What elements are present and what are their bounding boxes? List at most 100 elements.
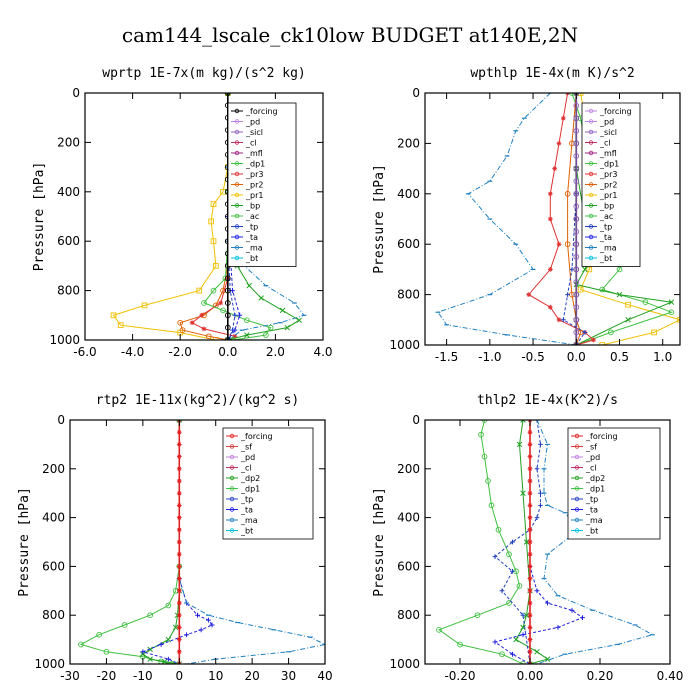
- legend-entry-pd: _pd: [231, 118, 260, 127]
- data-point: [210, 287, 217, 294]
- data-point: [206, 617, 211, 623]
- series-forcing: [176, 420, 182, 664]
- legend-entry-tp: _tp: [585, 223, 612, 232]
- data-point: [158, 642, 164, 647]
- legend-marker: [588, 119, 594, 124]
- data-point: [510, 539, 515, 545]
- y-tick-label: 600: [42, 559, 65, 573]
- x-tick-label: -1.0: [478, 350, 501, 364]
- data-point: [526, 292, 532, 297]
- legend-entry-bt: _bt: [571, 527, 598, 536]
- legend-marker: [588, 171, 594, 177]
- data-point: [474, 612, 481, 619]
- data-point: [230, 288, 235, 293]
- y-axis-label: Pressure [hPa]: [372, 487, 387, 597]
- legend-box: [222, 427, 314, 540]
- legend-entry-tp: _tp: [571, 495, 598, 504]
- legend-label: _ta: [599, 233, 612, 242]
- data-point: [573, 165, 580, 172]
- legend-entry-ta: _ta: [571, 506, 598, 515]
- legend-entry-ac: _ac: [585, 212, 613, 221]
- x-tick-label: 10: [208, 669, 223, 683]
- y-tick-label: 800: [397, 608, 420, 622]
- legend-marker: [588, 129, 594, 135]
- y-tick-label: 0: [57, 413, 65, 427]
- legend-label: _ac: [599, 212, 613, 221]
- data-point: [176, 503, 182, 508]
- data-point: [267, 324, 274, 331]
- legend-entry-bt: _bt: [585, 254, 612, 263]
- data-point: [141, 302, 148, 309]
- data-point: [569, 607, 575, 613]
- series-line: [437, 93, 577, 345]
- legend-label: _sf: [240, 443, 252, 452]
- y-tick-label: 1000: [389, 657, 420, 671]
- legend-marker: [588, 255, 594, 261]
- legend-label: _bt: [240, 527, 253, 536]
- data-point: [176, 429, 182, 435]
- legend-entry-forcing: _forcing: [226, 432, 273, 441]
- data-point: [523, 539, 530, 545]
- data-point: [244, 332, 250, 338]
- data-point: [527, 466, 533, 472]
- y-tick-label: 1000: [49, 333, 80, 347]
- legend-marker: [229, 486, 235, 491]
- data-point: [485, 478, 491, 484]
- data-point: [573, 279, 580, 285]
- data-point: [527, 564, 533, 569]
- series-tp: [492, 420, 543, 664]
- data-point: [121, 622, 128, 628]
- legend-label: _pd: [599, 118, 614, 127]
- legend-entry-sicl: _sicl: [231, 128, 263, 137]
- y-axis-label: Pressure [hPa]: [17, 487, 32, 597]
- legend-marker: [588, 213, 594, 219]
- data-point: [527, 478, 533, 484]
- data-point: [189, 320, 195, 326]
- legend-entry-dp1: _dp1: [585, 160, 619, 169]
- x-tick-label: 30: [281, 669, 296, 683]
- data-point: [599, 342, 606, 345]
- data-point: [176, 600, 182, 606]
- data-point: [224, 324, 231, 331]
- panel-1: wprtp 1E-7x(m kg)/(s^2 kg) Pressure [hPa]…: [32, 66, 333, 359]
- data-point: [176, 564, 182, 569]
- legend-marker: [229, 433, 235, 439]
- data-point: [232, 327, 238, 333]
- legend-marker: [574, 475, 580, 481]
- legend-entry-dp2: _dp2: [571, 474, 605, 483]
- data-point: [224, 300, 231, 306]
- legend-label: _pr2: [245, 181, 263, 190]
- data-point: [237, 312, 243, 318]
- legend-entry-pr1: _pr1: [231, 191, 263, 200]
- data-point: [117, 322, 124, 329]
- data-point: [547, 304, 553, 310]
- x-tick-label: -0.20: [444, 669, 475, 683]
- legend-entry-pd: _pd: [571, 453, 600, 462]
- data-point: [523, 612, 530, 618]
- data-point: [499, 651, 505, 658]
- legend-marker: [588, 234, 594, 240]
- series-dp1: [78, 420, 183, 664]
- series-dp1: [436, 420, 526, 664]
- legend-label: _pr1: [599, 191, 617, 200]
- series-line: [142, 420, 180, 664]
- y-tick-label: 400: [397, 511, 420, 525]
- data-point: [573, 115, 580, 122]
- data-point: [176, 576, 182, 581]
- data-point: [165, 636, 172, 643]
- data-point: [140, 651, 146, 657]
- series-line: [203, 93, 272, 340]
- legend-label: _sicl: [599, 128, 617, 137]
- data-point: [208, 218, 214, 225]
- legend-marker: [574, 507, 580, 512]
- y-tick-label: 200: [397, 462, 420, 476]
- legend-label: _pr3: [599, 170, 617, 179]
- data-point: [556, 141, 562, 146]
- series-ma: [534, 420, 655, 664]
- axes-frame: [424, 92, 681, 346]
- x-tick-label: 20: [245, 669, 260, 683]
- y-tick-label: 800: [397, 288, 420, 302]
- series-ac: [201, 93, 274, 340]
- data-point: [556, 241, 562, 247]
- data-point: [520, 624, 526, 631]
